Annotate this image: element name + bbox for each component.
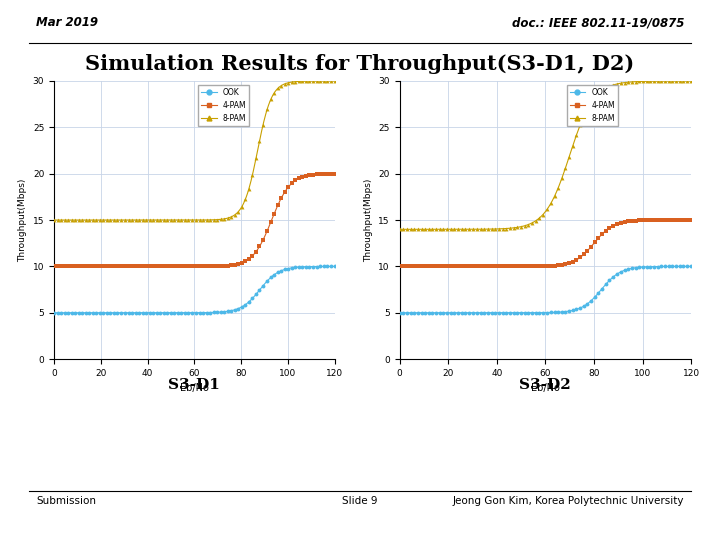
Text: Slide 9: Slide 9 (342, 496, 378, 506)
Text: doc.: IEEE 802.11-19/0875: doc.: IEEE 802.11-19/0875 (512, 16, 684, 29)
Text: Submission: Submission (36, 496, 96, 506)
Text: Mar 2019: Mar 2019 (36, 16, 98, 29)
Text: S3-D2: S3-D2 (519, 378, 571, 392)
Text: Jeong Gon Kim, Korea Polytechnic University: Jeong Gon Kim, Korea Polytechnic Univers… (452, 496, 684, 506)
X-axis label: Eb/No: Eb/No (531, 383, 560, 393)
Text: Simulation Results for Throughput(S3-D1, D2): Simulation Results for Throughput(S3-D1,… (86, 54, 634, 74)
Legend: OOK, 4-PAM, 8-PAM: OOK, 4-PAM, 8-PAM (198, 85, 249, 126)
Y-axis label: Throughput(Mbps): Throughput(Mbps) (364, 178, 373, 262)
Legend: OOK, 4-PAM, 8-PAM: OOK, 4-PAM, 8-PAM (567, 85, 618, 126)
Y-axis label: Throughput(Mbps): Throughput(Mbps) (18, 178, 27, 262)
Text: S3-D1: S3-D1 (168, 378, 220, 392)
X-axis label: Eb/No: Eb/No (180, 383, 209, 393)
